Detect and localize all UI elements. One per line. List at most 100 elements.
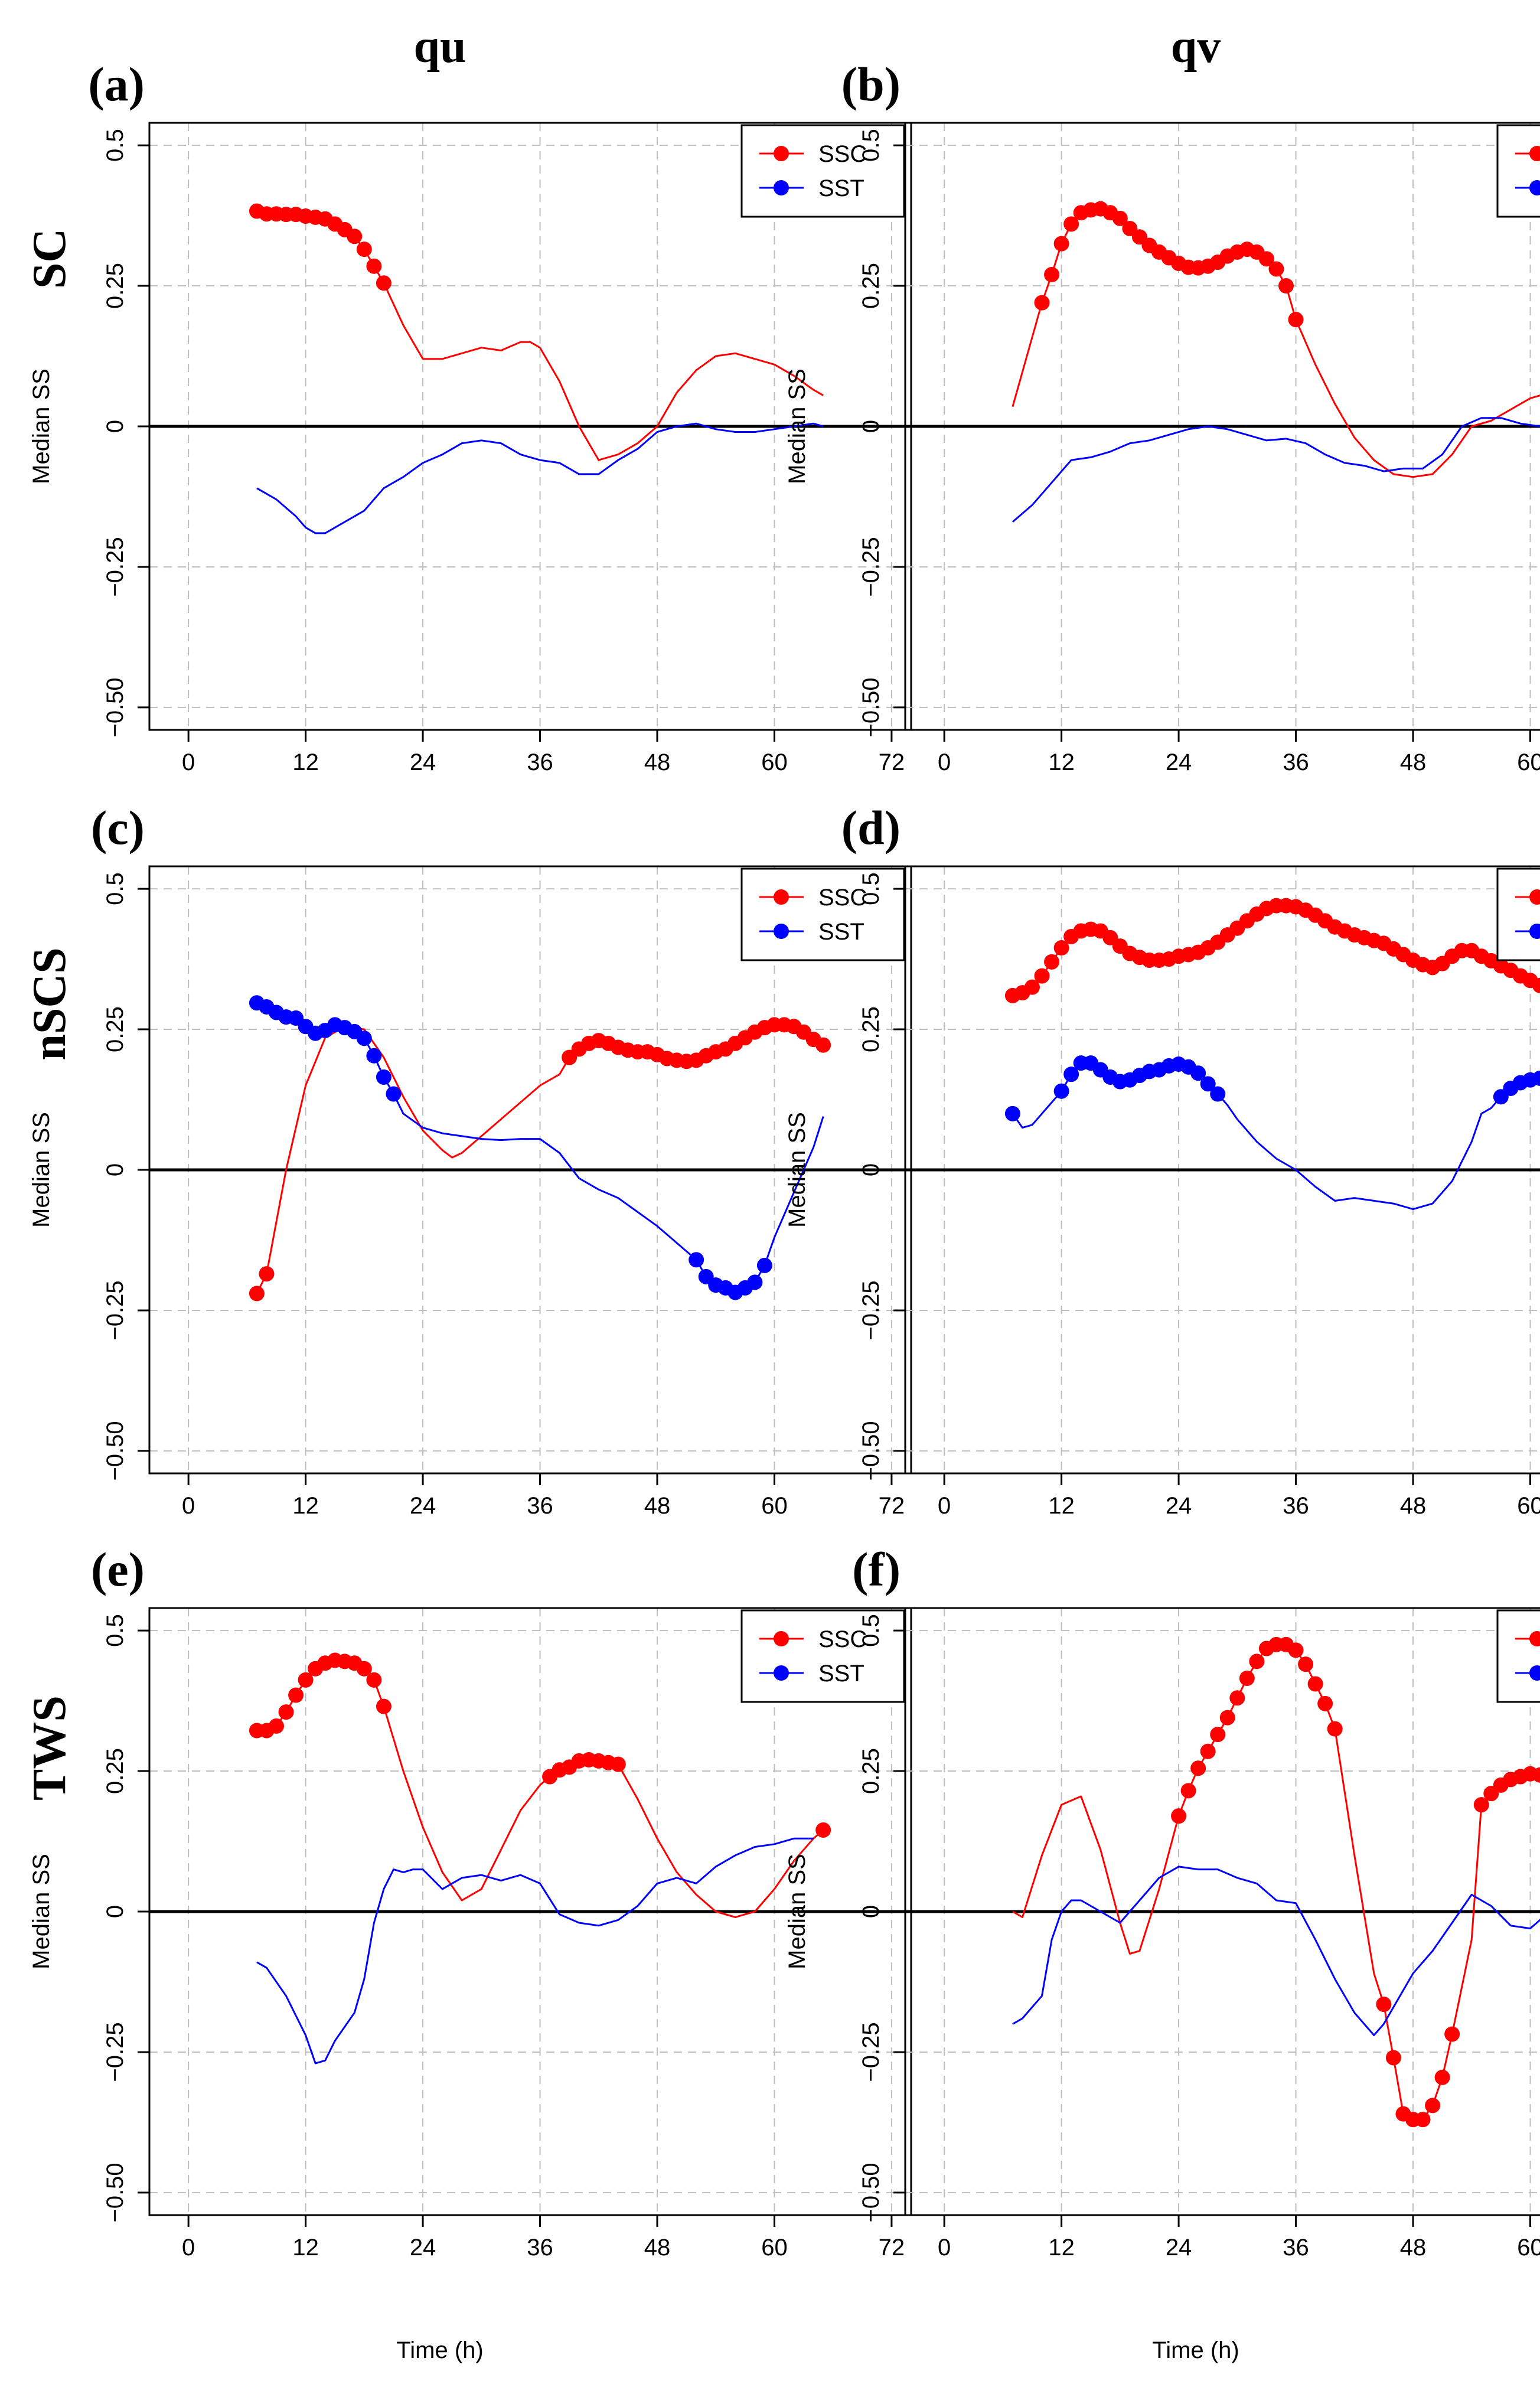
y-axis-label: Median SS	[28, 1854, 54, 1969]
panels: 0 12 24 36 48 60 72 −0.50 −0.25 0 0.25 0.5 Median SS…	[28, 57, 1540, 2261]
data-point-sst	[689, 1252, 704, 1268]
x-tick-label: 12	[1048, 749, 1075, 775]
x-tick-label: 36	[527, 1493, 553, 1519]
data-point-ssc	[376, 275, 391, 291]
x-tick-label: 12	[1048, 2235, 1075, 2261]
legend-marker-ssc	[774, 1631, 789, 1646]
y-tick-label: 0.25	[102, 263, 128, 309]
y-tick-label: 0.25	[858, 1748, 884, 1794]
data-point-ssc	[1268, 261, 1284, 277]
y-tick-label: 0	[102, 1163, 128, 1176]
x-tick-label: 60	[1517, 1493, 1540, 1519]
x-tick-label: 36	[527, 2235, 553, 2261]
y-tick-label: 0.5	[102, 129, 128, 162]
panel-d: 0 12 24 36 48 60 72 −0.50 −0.25 0 0.25 0.5 Median SS…	[784, 801, 1540, 1519]
data-point-ssc	[1532, 977, 1540, 993]
x-tick-label: 0	[182, 1493, 195, 1519]
legend-marker-sst	[1529, 180, 1540, 195]
x-tick-label: 48	[1400, 749, 1427, 775]
x-tick-label: 0	[182, 749, 195, 775]
x-tick-label: 48	[644, 1493, 671, 1519]
data-point-sst	[756, 1257, 772, 1273]
data-point-ssc	[356, 1661, 372, 1677]
data-point-ssc	[1327, 1721, 1343, 1737]
legend-marker-ssc	[1529, 889, 1540, 905]
x-axis-label-qv: Time (h)	[1152, 2337, 1239, 2363]
data-point-ssc	[1219, 1710, 1235, 1726]
x-tick-label: 72	[879, 749, 905, 775]
data-point-ssc	[815, 1037, 831, 1053]
data-point-ssc	[610, 1756, 626, 1772]
y-axis-label: Median SS	[784, 368, 810, 484]
data-point-ssc	[1180, 1783, 1196, 1799]
y-tick-label: 0.25	[858, 263, 884, 309]
data-point-ssc	[1298, 1656, 1314, 1672]
y-tick-label: 0.5	[858, 1614, 884, 1647]
y-tick-label: 0	[102, 420, 128, 433]
x-tick-label: 72	[879, 2235, 905, 2261]
series-line-sst	[256, 1837, 814, 2065]
data-point-sst	[1053, 1083, 1069, 1099]
x-axis-label-qu: Time (h)	[396, 2337, 483, 2363]
y-tick-label: 0.25	[102, 1006, 128, 1052]
data-point-ssc	[1258, 251, 1274, 267]
x-tick-label: 60	[761, 749, 788, 775]
data-point-ssc	[1376, 1997, 1392, 2013]
data-point-sst	[1190, 1065, 1206, 1081]
legend-label-sst: SST	[818, 919, 864, 945]
x-tick-label: 24	[410, 1493, 436, 1519]
y-tick-label: −0.50	[102, 1421, 128, 1480]
data-point-ssc	[249, 1286, 265, 1302]
x-tick-label: 24	[1166, 2235, 1192, 2261]
x-tick-label: 36	[1283, 2235, 1309, 2261]
row-title-sc: SC	[24, 229, 76, 289]
legend-marker-ssc	[774, 889, 789, 905]
x-tick-label: 60	[1517, 2235, 1540, 2261]
data-point-ssc	[1229, 1690, 1245, 1706]
series-line-sst	[1012, 417, 1540, 523]
data-point-sst	[1200, 1076, 1216, 1092]
data-point-ssc	[1034, 968, 1050, 984]
data-point-ssc	[1171, 1808, 1187, 1824]
y-tick-label: −0.25	[102, 1280, 128, 1340]
y-tick-label: 0.5	[102, 1614, 128, 1647]
panel-label: (e)	[91, 1542, 145, 1596]
y-tick-label: 0.25	[102, 1748, 128, 1794]
y-axis-label: Median SS	[28, 1112, 54, 1228]
data-point-ssc	[1239, 1670, 1255, 1686]
data-point-ssc	[1278, 278, 1294, 294]
data-point-sst	[376, 1069, 391, 1085]
data-point-ssc	[1053, 236, 1069, 252]
panel-b: 0 12 24 36 48 60 72 −0.50 −0.25 0 0.25 0.5 Median SS…	[784, 57, 1540, 775]
data-point-ssc	[1532, 1767, 1540, 1783]
data-point-sst	[1004, 1105, 1020, 1121]
legend: SSC SST	[740, 1609, 905, 1703]
data-point-ssc	[1385, 2050, 1401, 2066]
data-point-ssc	[1044, 954, 1060, 970]
legend-label-ssc: SSC	[818, 141, 867, 167]
panel-label: (f)	[852, 1542, 900, 1596]
legend-box	[740, 1609, 905, 1703]
data-point-ssc	[1112, 210, 1128, 226]
data-point-ssc	[1200, 1743, 1216, 1759]
data-point-ssc	[1288, 312, 1304, 328]
data-point-ssc	[366, 1672, 382, 1688]
y-tick-label: 0.25	[858, 1006, 884, 1052]
data-point-sst	[747, 1274, 763, 1290]
y-tick-label: −0.50	[858, 2163, 884, 2222]
x-tick-label: 60	[1517, 749, 1540, 775]
legend-marker-sst	[774, 180, 789, 195]
data-point-ssc	[1249, 1654, 1265, 1669]
data-point-sst	[1532, 1070, 1540, 1086]
x-tick-label: 0	[938, 1493, 951, 1519]
data-point-ssc	[1210, 1727, 1226, 1743]
legend-label-sst: SST	[818, 175, 864, 201]
x-tick-label: 0	[182, 2235, 195, 2261]
x-tick-label: 48	[1400, 2235, 1427, 2261]
legend-box	[740, 867, 905, 961]
data-point-ssc	[278, 1704, 294, 1720]
legend-box	[1496, 867, 1540, 961]
y-tick-label: 0	[102, 1905, 128, 1918]
panel-label: (b)	[841, 57, 900, 111]
